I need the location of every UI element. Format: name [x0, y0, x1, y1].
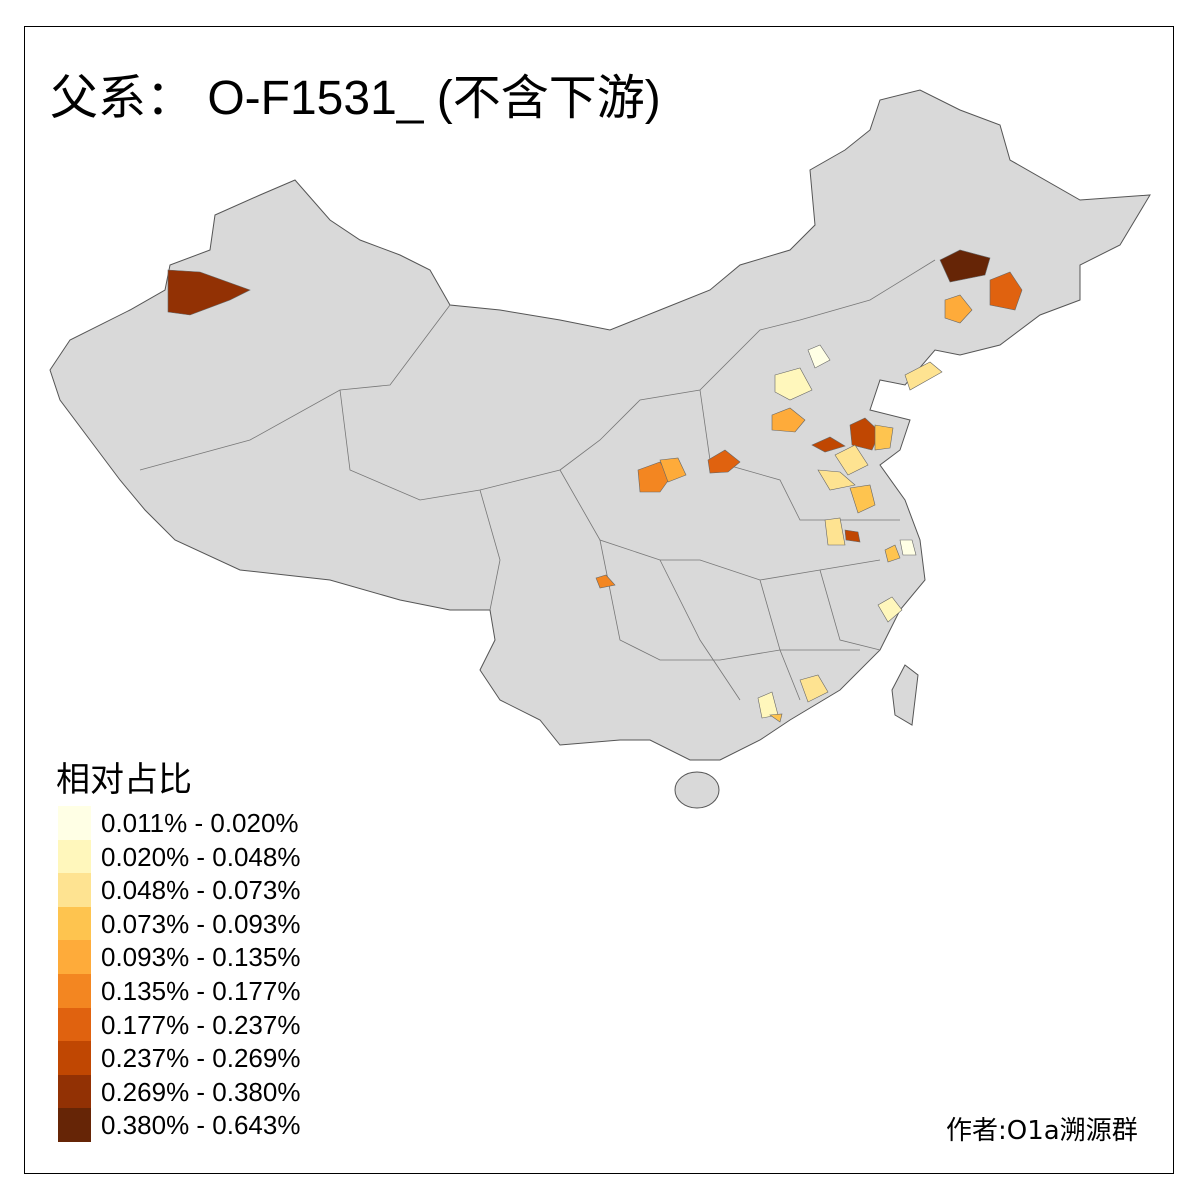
colored-region [874, 424, 894, 451]
legend-swatch [58, 940, 91, 974]
colored-region [167, 269, 251, 316]
legend-label: 0.093% - 0.135% [101, 942, 301, 973]
legend-swatch [58, 873, 91, 907]
colored-region [771, 407, 806, 433]
china-mainland [49, 89, 1151, 761]
colored-region [989, 271, 1023, 311]
colored-region [877, 596, 903, 623]
legend-swatch [58, 974, 91, 1008]
legend-item: 0.177% - 0.237% [58, 1007, 458, 1042]
colored-region [769, 713, 783, 723]
legend-item: 0.048% - 0.073% [58, 873, 458, 907]
colored-region [774, 367, 813, 401]
legend-label: 0.380% - 0.643% [101, 1110, 301, 1141]
legend-title: 相对占比 [56, 760, 192, 800]
taiwan-island [891, 664, 919, 726]
legend-label: 0.048% - 0.073% [101, 875, 301, 906]
legend-label: 0.237% - 0.269% [101, 1043, 301, 1074]
author-credit: 作者:O1a溯源群 [946, 1116, 1138, 1146]
colored-region [637, 461, 671, 493]
colored-regions [167, 249, 1023, 723]
legend-label: 0.020% - 0.048% [101, 841, 301, 872]
legend-label: 0.135% - 0.177% [101, 976, 301, 1006]
colored-region [834, 444, 869, 476]
colored-region [939, 249, 991, 283]
legend-swatch [58, 1108, 91, 1142]
legend-swatch [58, 1041, 91, 1075]
legend-swatch [58, 839, 91, 874]
legend-item: 0.011% - 0.020% [58, 806, 458, 840]
legend-item: 0.135% - 0.177% [58, 974, 458, 1008]
colored-region [824, 517, 846, 546]
map-title: 父系： O-F1531_ (不含下游) [50, 72, 661, 125]
colored-region [659, 457, 687, 483]
colored-region [904, 361, 943, 391]
province-borders [139, 259, 936, 701]
colored-region [944, 294, 973, 324]
colored-region [799, 674, 829, 703]
legend-swatch [58, 806, 91, 840]
legend-label: 0.177% - 0.237% [101, 1009, 301, 1040]
colored-region [595, 574, 616, 589]
legend-label: 0.073% - 0.093% [101, 908, 301, 939]
legend-label: 0.011% - 0.020% [101, 808, 299, 838]
legend-label: 0.269% - 0.380% [101, 1076, 301, 1107]
legend-item: 0.269% - 0.380% [58, 1074, 458, 1109]
legend-item: 0.093% - 0.135% [58, 940, 458, 974]
legend-swatch [58, 1074, 91, 1109]
legend-item: 0.020% - 0.048% [58, 839, 458, 874]
legend-item: 0.237% - 0.269% [58, 1041, 458, 1075]
colored-region [807, 344, 831, 369]
colored-region [849, 484, 876, 514]
legend-item: 0.073% - 0.093% [58, 906, 458, 941]
hainan-island [674, 771, 720, 809]
colored-region [899, 539, 917, 556]
colored-region [844, 529, 861, 543]
colored-region [817, 469, 856, 491]
legend-swatch [58, 906, 91, 941]
colored-region [811, 436, 846, 453]
colored-region [884, 544, 901, 563]
legend-item: 0.380% - 0.643% [58, 1108, 458, 1142]
legend-swatch [58, 1007, 91, 1042]
colored-region [707, 449, 741, 474]
